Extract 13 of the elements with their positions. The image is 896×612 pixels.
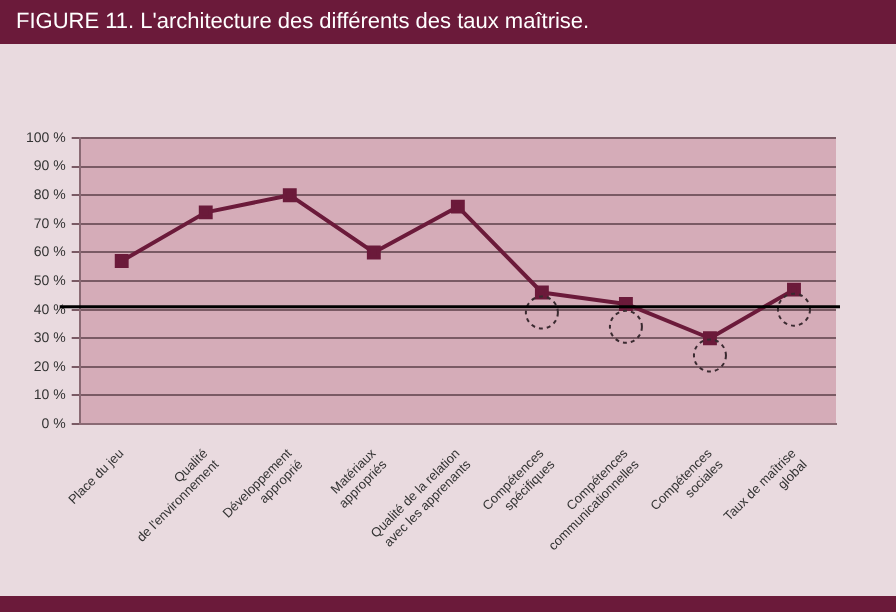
point: [450, 199, 465, 214]
point: [787, 282, 801, 297]
point: [282, 188, 297, 203]
chart-title: FIGURE 11. L'architecture des différents des taux maîtrise.: [0, 0, 896, 44]
point: [366, 245, 381, 260]
point: [608, 309, 643, 344]
point: [703, 331, 717, 346]
point: [198, 205, 213, 220]
point: [534, 285, 549, 300]
point: [776, 292, 811, 327]
point: [692, 338, 727, 373]
point: [114, 254, 129, 268]
point: [524, 295, 559, 330]
